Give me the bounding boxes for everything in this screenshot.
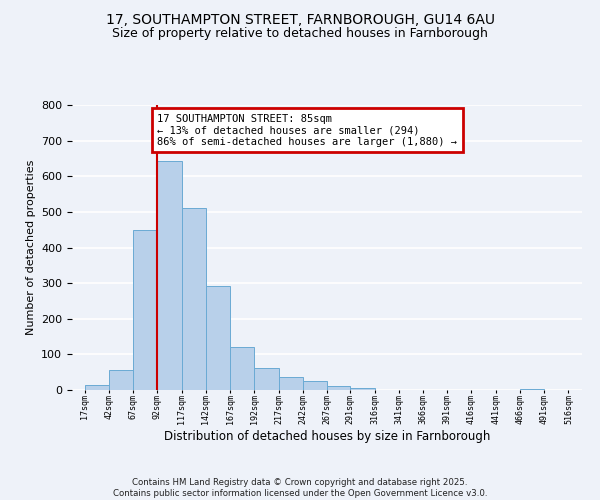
Bar — [278, 377, 303, 390]
Text: Contains HM Land Registry data © Crown copyright and database right 2025.
Contai: Contains HM Land Registry data © Crown c… — [113, 478, 487, 498]
Y-axis label: Number of detached properties: Number of detached properties — [26, 160, 35, 335]
X-axis label: Distribution of detached houses by size in Farnborough: Distribution of detached houses by size … — [164, 430, 490, 442]
Text: Size of property relative to detached houses in Farnborough: Size of property relative to detached ho… — [112, 28, 488, 40]
Bar — [230, 347, 254, 390]
Text: 17 SOUTHAMPTON STREET: 85sqm
← 13% of detached houses are smaller (294)
86% of s: 17 SOUTHAMPTON STREET: 85sqm ← 13% of de… — [157, 114, 457, 147]
Text: 17, SOUTHAMPTON STREET, FARNBOROUGH, GU14 6AU: 17, SOUTHAMPTON STREET, FARNBOROUGH, GU1… — [106, 12, 494, 26]
Bar — [206, 286, 230, 390]
Bar — [520, 389, 544, 390]
Bar — [133, 230, 157, 390]
Bar — [254, 368, 278, 390]
Bar — [327, 386, 350, 390]
Bar — [350, 388, 374, 390]
Bar — [303, 382, 327, 390]
Bar — [157, 161, 182, 390]
Bar — [182, 208, 206, 390]
Bar — [109, 370, 133, 390]
Bar — [85, 386, 109, 390]
